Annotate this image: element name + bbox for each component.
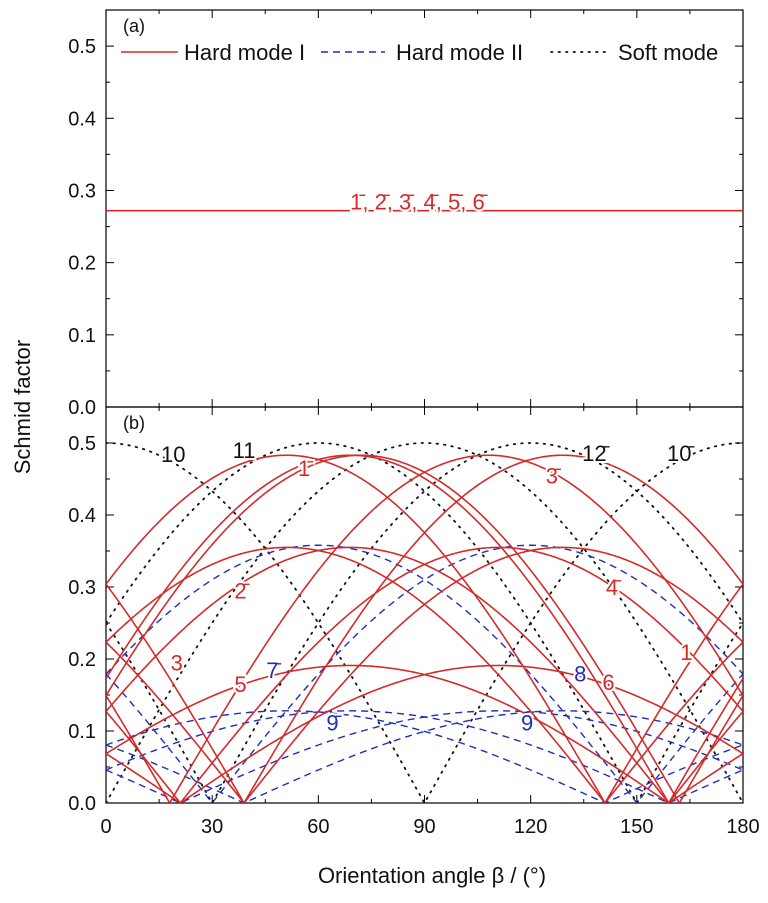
x-tick-label: 120 [514, 816, 547, 838]
series-line [106, 454, 743, 803]
curve-annotation: 9̄ [326, 710, 341, 735]
curve-annotation: 1 [680, 640, 692, 665]
curve-annotation: 9 [521, 710, 533, 735]
y-axis-label: Schmid factor [10, 340, 35, 475]
panel-label: (b) [123, 413, 145, 433]
x-tick-label: 90 [413, 816, 435, 838]
series-line [106, 442, 743, 803]
curve-annotation: 1̄ [298, 456, 313, 481]
curve-annotation: 2̄ [234, 579, 249, 604]
series-line [106, 710, 743, 803]
panels-layer: 0.0 0.1 0.2 0.3 0.4 0.5 (a) Hard mode I Hard mod… [68, 9, 760, 838]
curve-annotation: 3 [171, 651, 183, 676]
series-line [106, 454, 743, 803]
y-tick-label: 0.5 [68, 433, 96, 455]
y-tick-label: 0.3 [68, 180, 96, 202]
y-tick-label: 0.2 [68, 253, 96, 275]
x-axis-label: Orientation angle β / (°) [318, 863, 546, 888]
curve-annotation: 12̄ [582, 441, 609, 466]
curve-annotation: 6 [602, 670, 614, 695]
legend-label: Soft mode [618, 40, 718, 65]
curve-annotation: 10̄ [667, 441, 694, 466]
x-tick-label: 180 [726, 816, 759, 838]
y-tick-label: 0.5 [68, 36, 96, 58]
y-tick-label: 0.1 [68, 721, 96, 743]
y-tick-label: 0.0 [68, 793, 96, 815]
x-tick-label: 30 [201, 816, 223, 838]
y-tick-label: 0.3 [68, 577, 96, 599]
series-line [106, 544, 743, 803]
series-line [106, 454, 743, 803]
legend-label: Hard mode II [396, 40, 523, 65]
x-tick-label: 0 [100, 816, 111, 838]
curve-annotation: 5 [234, 672, 246, 697]
series-line [106, 442, 743, 803]
panel-b: 0.0 0.1 0.2 0.3 0.4 0.5 0 30 60 90 120 150 180 (b) 10 1… [68, 406, 760, 838]
y-tick-label: 0.0 [68, 397, 96, 419]
y-tick-label: 0.2 [68, 649, 96, 671]
series-layer [106, 442, 743, 803]
curve-annotation: 4̄ [606, 575, 621, 600]
y-tick-label: 0.4 [68, 108, 96, 130]
curve-annotation: 1̄, 2̄, 3̄, 4̄, 5̄, 6̄ [350, 189, 488, 214]
curve-annotation: 8 [574, 661, 586, 686]
y-tick-label: 0.1 [68, 325, 96, 347]
legend-label: Hard mode I [184, 40, 305, 65]
x-tick-label: 60 [307, 816, 329, 838]
curve-annotation: 11 [233, 438, 256, 463]
y-tick-label: 0.4 [68, 505, 96, 527]
series-line [106, 546, 743, 803]
series-line [106, 664, 743, 803]
curve-annotation: 7̄ [266, 658, 281, 683]
x-tick-label: 150 [620, 816, 653, 838]
series-line [106, 710, 743, 803]
curve-annotation: 10 [161, 442, 185, 467]
panel-label: (a) [123, 16, 145, 36]
panel-a: 0.0 0.1 0.2 0.3 0.4 0.5 (a) Hard mode I Hard mod… [68, 9, 744, 419]
